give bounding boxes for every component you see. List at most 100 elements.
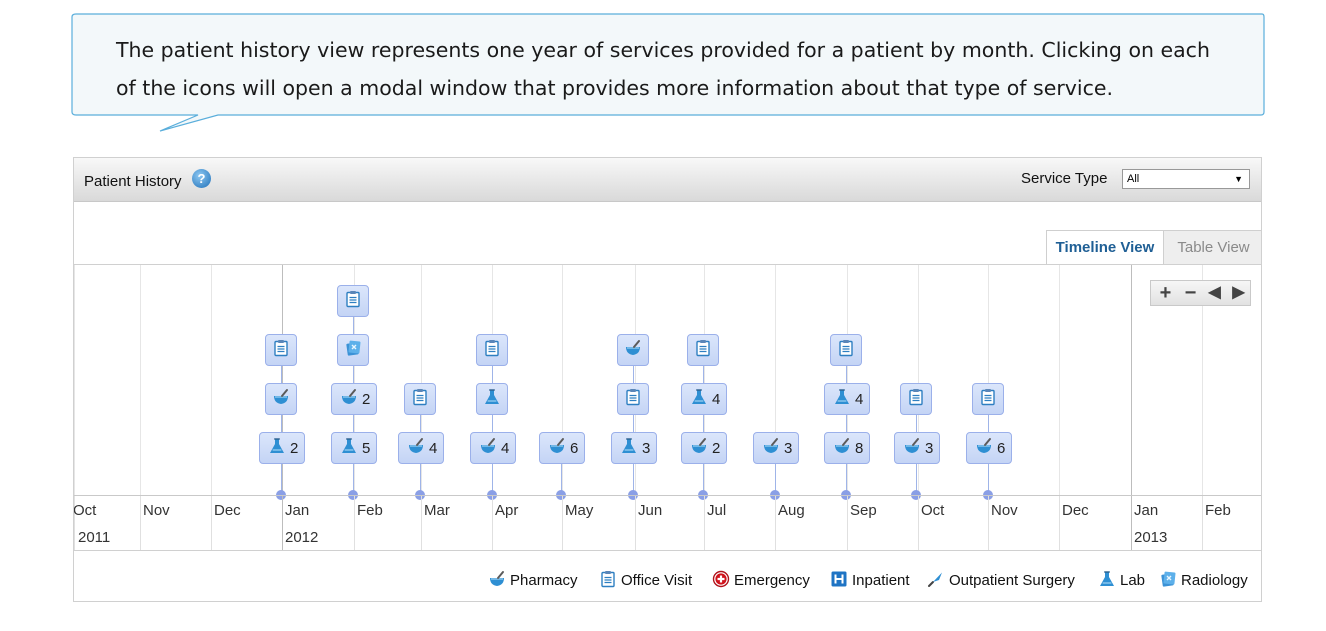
- axis-month-label: Dec: [214, 502, 241, 519]
- tab-timeline-view[interactable]: Timeline View: [1046, 230, 1164, 264]
- lab-event-button[interactable]: 4: [681, 383, 727, 415]
- widget-header: Patient History ? Service Type All ▼: [74, 158, 1261, 202]
- service-type-label: Service Type: [1021, 170, 1108, 187]
- axis-month-label: Jan: [285, 502, 310, 519]
- arrow-left-icon[interactable]: ◀: [1208, 284, 1221, 301]
- lab-icon: [833, 388, 851, 411]
- plus-icon[interactable]: +: [1159, 282, 1172, 304]
- legend-item-office-visit: Office Visit: [599, 570, 692, 589]
- timeline-grid-line: [140, 265, 141, 495]
- pharmacy-event-button[interactable]: 2: [331, 383, 377, 415]
- axis-month-divider: [354, 496, 355, 550]
- timeline-grid-line: [211, 265, 212, 495]
- axis-month-divider: [847, 496, 848, 550]
- axis-month-divider: [421, 496, 422, 550]
- legend-label: Radiology: [1181, 572, 1248, 589]
- event-count: 3: [925, 439, 934, 457]
- tab-table-view[interactable]: Table View: [1164, 230, 1261, 264]
- office-visit-icon: [344, 290, 362, 313]
- axis-month-label: Jul: [707, 502, 727, 519]
- office-visit-icon: [411, 388, 429, 411]
- office-visit-event-button[interactable]: [687, 334, 719, 366]
- office-visit-event-button[interactable]: [900, 383, 932, 415]
- pharmacy-event-button[interactable]: [265, 383, 297, 415]
- lab-event-button[interactable]: 4: [824, 383, 870, 415]
- pharmacy-event-button[interactable]: 3: [894, 432, 940, 464]
- pharmacy-event-button[interactable]: 6: [966, 432, 1012, 464]
- pharmacy-icon: [272, 388, 290, 411]
- lab-event-button[interactable]: [476, 383, 508, 415]
- office-visit-event-button[interactable]: [617, 383, 649, 415]
- pharmacy-icon: [903, 437, 921, 460]
- axis-month-label: May: [565, 502, 594, 519]
- timeline-grid-line: [918, 265, 919, 495]
- office-visit-icon: [272, 339, 290, 362]
- office-visit-event-button[interactable]: [404, 383, 436, 415]
- event-count: 4: [429, 439, 438, 457]
- legend-label: Pharmacy: [510, 572, 578, 589]
- arrow-right-icon[interactable]: ▶: [1232, 284, 1245, 301]
- pharmacy-icon: [340, 388, 358, 411]
- pharmacy-event-button[interactable]: 3: [753, 432, 799, 464]
- timeline-grid-line: [704, 265, 705, 495]
- legend-label: Lab: [1120, 572, 1146, 589]
- office-visit-icon: [694, 339, 712, 362]
- lab-event-button[interactable]: 2: [259, 432, 305, 464]
- legend-label: Emergency: [734, 572, 810, 589]
- axis-month-label: Oct: [921, 502, 945, 519]
- office-visit-icon: [483, 339, 501, 362]
- timeline-connector: [775, 448, 776, 495]
- pharmacy-event-button[interactable]: [617, 334, 649, 366]
- patient-history-widget: Patient History ? Service Type All ▼ Tim…: [73, 157, 1262, 602]
- office-visit-event-button[interactable]: [337, 285, 369, 317]
- timeline-grid-line: [1131, 265, 1132, 495]
- axis-month-label: Oct: [73, 502, 97, 519]
- lab-icon: [340, 437, 358, 460]
- axis-month-label: Jun: [638, 502, 663, 519]
- lab-icon: [483, 388, 501, 411]
- axis-month-divider: [988, 496, 989, 550]
- help-icon[interactable]: ?: [192, 169, 211, 188]
- office-visit-event-button[interactable]: [265, 334, 297, 366]
- radiology-event-button[interactable]: [337, 334, 369, 366]
- callout-text: The patient history view represents one …: [116, 38, 1210, 100]
- legend-item-radiology: Radiology: [1159, 570, 1248, 589]
- pharmacy-event-button[interactable]: 4: [470, 432, 516, 464]
- timeline-area: + − ◀ ▶ 2 5 2 4 4 6 3 2 4 3 8 4 3 6: [74, 265, 1261, 500]
- office-visit-event-button[interactable]: [830, 334, 862, 366]
- office-visit-icon: [624, 388, 642, 411]
- legend: Pharmacy Office Visit Emergency Inpatient Ou…: [74, 550, 1261, 601]
- timeline-grid-line: [847, 265, 848, 495]
- pharmacy-event-button[interactable]: 6: [539, 432, 585, 464]
- office-visit-event-button[interactable]: [476, 334, 508, 366]
- lab-event-button[interactable]: 5: [331, 432, 377, 464]
- axis-month-label: Nov: [991, 502, 1018, 519]
- timeline-connector: [281, 350, 282, 495]
- event-count: 2: [290, 439, 299, 457]
- pharmacy-icon: [690, 437, 708, 460]
- pharmacy-event-button[interactable]: 8: [824, 432, 870, 464]
- pharmacy-event-button[interactable]: 2: [681, 432, 727, 464]
- widget-title: Patient History: [84, 173, 182, 190]
- timeline-grid-line: [1059, 265, 1060, 495]
- timeline-connector: [633, 350, 634, 495]
- event-count: 3: [784, 439, 793, 457]
- minus-icon[interactable]: −: [1184, 282, 1197, 304]
- legend-item-emergency: Emergency: [712, 570, 810, 589]
- zoom-controls: + − ◀ ▶: [1150, 280, 1251, 306]
- axis-month-label: Apr: [495, 502, 519, 519]
- axis-year-label: 2011: [78, 529, 111, 546]
- service-type-select[interactable]: All ▼: [1122, 169, 1250, 189]
- service-type-value: All: [1127, 173, 1140, 185]
- lab-event-button[interactable]: 3: [611, 432, 657, 464]
- event-count: 2: [712, 439, 721, 457]
- axis-month-divider: [74, 496, 75, 550]
- axis-month-label: Sep: [850, 502, 877, 519]
- axis-month-divider: [1059, 496, 1060, 550]
- legend-label: Outpatient Surgery: [949, 572, 1075, 589]
- lab-icon: [1098, 571, 1120, 589]
- office-visit-event-button[interactable]: [972, 383, 1004, 415]
- axis-month-divider: [211, 496, 212, 550]
- office-visit-icon: [837, 339, 855, 362]
- pharmacy-event-button[interactable]: 4: [398, 432, 444, 464]
